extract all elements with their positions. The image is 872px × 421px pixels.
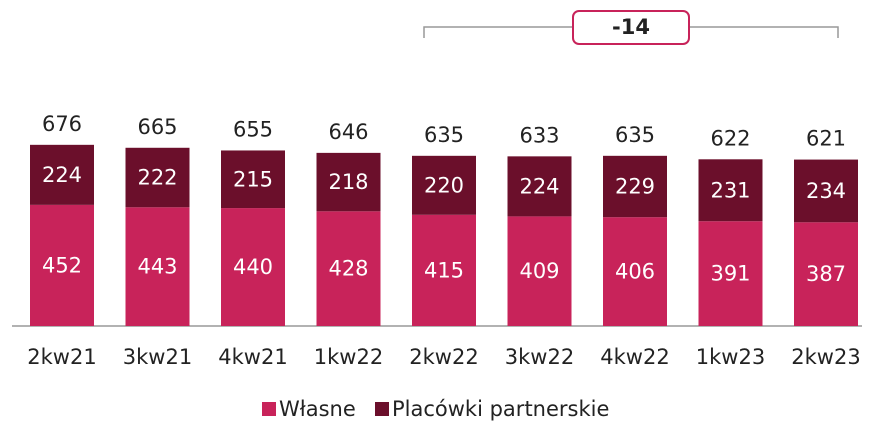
x-tick-label: 1kw22 (314, 345, 383, 369)
legend-label: Placówki partnerskie (392, 397, 609, 421)
bar-segment (125, 147, 190, 208)
x-tick-label: 2kw22 (409, 345, 478, 369)
total-label: 621 (806, 127, 846, 151)
value-label: 391 (710, 262, 750, 286)
value-label: 222 (137, 166, 177, 190)
legend-swatch (375, 402, 389, 416)
total-label: 633 (519, 123, 559, 147)
value-label: 428 (328, 257, 368, 281)
total-label: 676 (42, 112, 82, 136)
total-label: 646 (328, 120, 368, 144)
value-label: 218 (328, 170, 368, 194)
legend-label: Własne (279, 397, 356, 421)
value-label: 229 (615, 175, 655, 199)
total-label: 665 (137, 115, 177, 139)
bar-segment (603, 155, 667, 218)
annotation-text: -14 (612, 15, 650, 39)
bar-segment (507, 216, 572, 326)
bar-segment (30, 144, 94, 205)
value-label: 387 (806, 262, 846, 286)
annotation-box (572, 10, 690, 45)
value-label: 231 (710, 178, 750, 202)
annotation: -14 (423, 10, 839, 45)
x-tick-label: 4kw22 (600, 345, 669, 369)
value-label: 415 (424, 258, 464, 282)
bar-segment (221, 150, 285, 209)
bar-segment (412, 214, 476, 326)
bar-segment (507, 156, 572, 217)
value-label: 406 (615, 260, 655, 284)
value-label: 220 (424, 173, 464, 197)
bar-segment (125, 207, 190, 326)
value-label: 452 (42, 253, 82, 277)
total-label: 635 (615, 123, 655, 147)
value-label: 215 (233, 167, 273, 191)
x-tick-label: 1kw23 (696, 345, 765, 369)
bar-segment (794, 159, 858, 223)
value-label: 224 (519, 174, 559, 198)
x-tick-label: 2kw21 (27, 345, 96, 369)
value-label: 234 (806, 179, 846, 203)
bar-segment (698, 159, 763, 222)
bar-segment (316, 152, 381, 212)
value-label: 409 (519, 259, 559, 283)
total-label: 635 (424, 123, 464, 147)
total-label: 622 (710, 126, 750, 150)
bar-segment (30, 204, 94, 326)
bar-segment (221, 208, 285, 326)
x-tick-label: 3kw22 (505, 345, 574, 369)
x-tick-label: 3kw21 (123, 345, 192, 369)
value-label: 443 (137, 255, 177, 279)
value-label: 224 (42, 163, 82, 187)
legend-swatch (262, 402, 276, 416)
bar-segment (698, 221, 763, 326)
x-tick-label: 4kw21 (218, 345, 287, 369)
total-label: 655 (233, 117, 273, 141)
bar-segment (412, 155, 476, 215)
bar-segment (316, 211, 381, 326)
x-tick-label: 2kw23 (791, 345, 860, 369)
bar-segment (794, 222, 858, 326)
value-label: 440 (233, 255, 273, 279)
bar-segment (603, 217, 667, 326)
